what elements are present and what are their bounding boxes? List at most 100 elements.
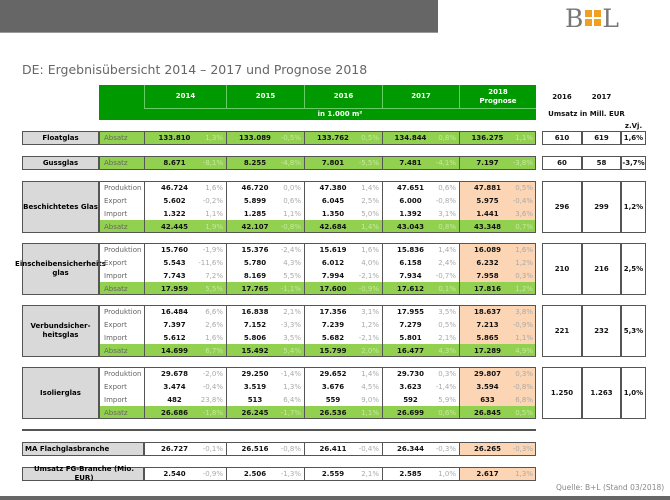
row-change: 0,3% xyxy=(515,269,536,282)
row-change: -1,8% xyxy=(203,406,226,419)
row-change: -0,4% xyxy=(202,382,223,391)
row-change: 5,5% xyxy=(283,271,301,280)
row-value: 42.445 xyxy=(144,220,205,233)
row-value: 17.356 xyxy=(319,307,347,316)
row-value: 136.275 xyxy=(459,131,516,145)
row-value: 26.536 xyxy=(304,406,362,419)
row-change: 0,7% xyxy=(515,220,536,233)
row-change: 2,6% xyxy=(205,320,223,329)
row-type: Export xyxy=(104,382,127,391)
column-divider xyxy=(459,243,460,295)
total-value: 26.344 xyxy=(396,445,424,453)
row-value: 7.481 xyxy=(382,156,439,170)
row-type: Absatz xyxy=(99,220,144,233)
row-value: 26.686 xyxy=(144,406,205,419)
row-change: -0,9% xyxy=(359,282,382,295)
row-change: -0,9% xyxy=(513,318,536,331)
row-value: 5.899 xyxy=(243,196,267,205)
row-value: 1.392 xyxy=(399,209,422,218)
group-label: Beschichtetes Glas xyxy=(22,181,99,233)
row-change: -1,7% xyxy=(281,406,304,419)
row-value: 16.089 xyxy=(459,243,516,256)
group-label: Floatglas xyxy=(22,131,99,145)
row-value: 6.232 xyxy=(459,256,516,269)
row-type: Absatz xyxy=(99,156,144,170)
total-change: -0,1% xyxy=(202,445,223,453)
header-year-1: 2015 xyxy=(226,85,304,108)
column-divider xyxy=(459,367,460,419)
column-divider xyxy=(144,131,145,145)
revenue-value: 221 xyxy=(542,305,582,357)
row-change: 1,6% xyxy=(205,183,223,192)
row-value: 15.836 xyxy=(396,245,424,254)
column-divider xyxy=(144,367,145,419)
row-change: 0,3% xyxy=(515,367,536,380)
row-change: 1,1% xyxy=(515,131,536,145)
column-divider xyxy=(144,243,145,295)
row-change: 1,4% xyxy=(361,220,382,233)
row-change: 1,1% xyxy=(205,209,223,218)
column-divider xyxy=(144,181,145,233)
row-change: 1,6% xyxy=(515,243,536,256)
row-change: 6,7% xyxy=(205,344,226,357)
total-label: Umsatz FG-Branche (Mio. EUR) xyxy=(22,465,144,482)
row-change: 3,5% xyxy=(283,333,301,342)
row-change: 1,6% xyxy=(361,245,379,254)
page-title: DE: Ergebnisübersicht 2014 – 2017 und Pr… xyxy=(22,62,368,77)
row-change: 6,6% xyxy=(205,307,223,316)
row-type: Import xyxy=(104,395,128,404)
row-change: 1,9% xyxy=(205,220,226,233)
row-value: 7.213 xyxy=(459,318,516,331)
column-divider xyxy=(226,442,227,456)
row-value: 42.684 xyxy=(304,220,362,233)
column-divider xyxy=(304,243,305,295)
row-type: Absatz xyxy=(99,344,144,357)
row-change: 0,8% xyxy=(438,220,459,233)
total-value: 26.727 xyxy=(160,445,188,453)
row-value: 17.955 xyxy=(396,307,424,316)
top-banner xyxy=(0,0,438,33)
revenue-value: 210 xyxy=(542,243,582,295)
revenue-value: 299 xyxy=(582,181,621,233)
column-divider xyxy=(226,467,227,481)
row-value: 29.678 xyxy=(160,369,188,378)
revenue-value: 2,5% xyxy=(621,243,646,295)
total-change: 2,1% xyxy=(361,470,379,478)
row-type: Absatz xyxy=(99,282,144,295)
row-change: 4,0% xyxy=(361,258,379,267)
column-divider xyxy=(304,367,305,419)
row-value: 1.285 xyxy=(243,209,267,218)
row-value: 6.000 xyxy=(399,196,422,205)
row-change: -8,1% xyxy=(203,156,226,170)
row-change: 0,5% xyxy=(438,320,456,329)
row-value: 5.806 xyxy=(243,333,267,342)
row-type: Import xyxy=(104,271,128,280)
row-change: 2,4% xyxy=(438,258,456,267)
row-value: 17.612 xyxy=(382,282,439,295)
row-change: 0,0% xyxy=(283,183,301,192)
row-value: 482 xyxy=(167,395,182,404)
row-value: 29.807 xyxy=(459,367,516,380)
row-change: -3,8% xyxy=(513,156,536,170)
revenue-value: -3,7% xyxy=(621,156,646,170)
row-change: 0,6% xyxy=(438,183,456,192)
row-value: 14.699 xyxy=(144,344,205,357)
total-value: 2.540 xyxy=(163,470,186,478)
row-value: 43.043 xyxy=(382,220,439,233)
row-change: 4,5% xyxy=(361,382,379,391)
separator-line xyxy=(22,429,536,431)
row-change: 0,5% xyxy=(515,406,536,419)
row-change: 0,5% xyxy=(515,181,536,194)
header-year-3: 2017 xyxy=(382,85,459,108)
row-value: 3.676 xyxy=(321,382,345,391)
column-divider xyxy=(226,131,227,145)
total-value: 2.506 xyxy=(243,470,267,478)
column-divider xyxy=(226,305,227,357)
total-change: -0,8% xyxy=(280,445,301,453)
row-change: 0,3% xyxy=(438,369,456,378)
total-label: MA Flachglasbranche xyxy=(22,442,144,456)
row-value: 29.250 xyxy=(241,369,269,378)
row-change: 3,5% xyxy=(438,307,456,316)
row-value: 8.671 xyxy=(144,156,205,170)
row-change: 5,0% xyxy=(361,209,379,218)
